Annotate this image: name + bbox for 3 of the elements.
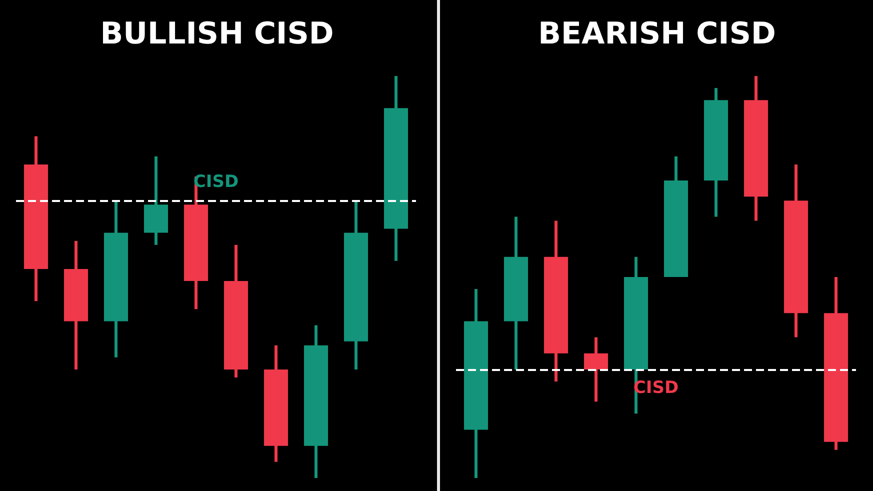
chart-title: BEARISH CISD (538, 16, 776, 52)
candlestick (584, 337, 608, 402)
chart-title: BULLISH CISD (100, 16, 334, 52)
